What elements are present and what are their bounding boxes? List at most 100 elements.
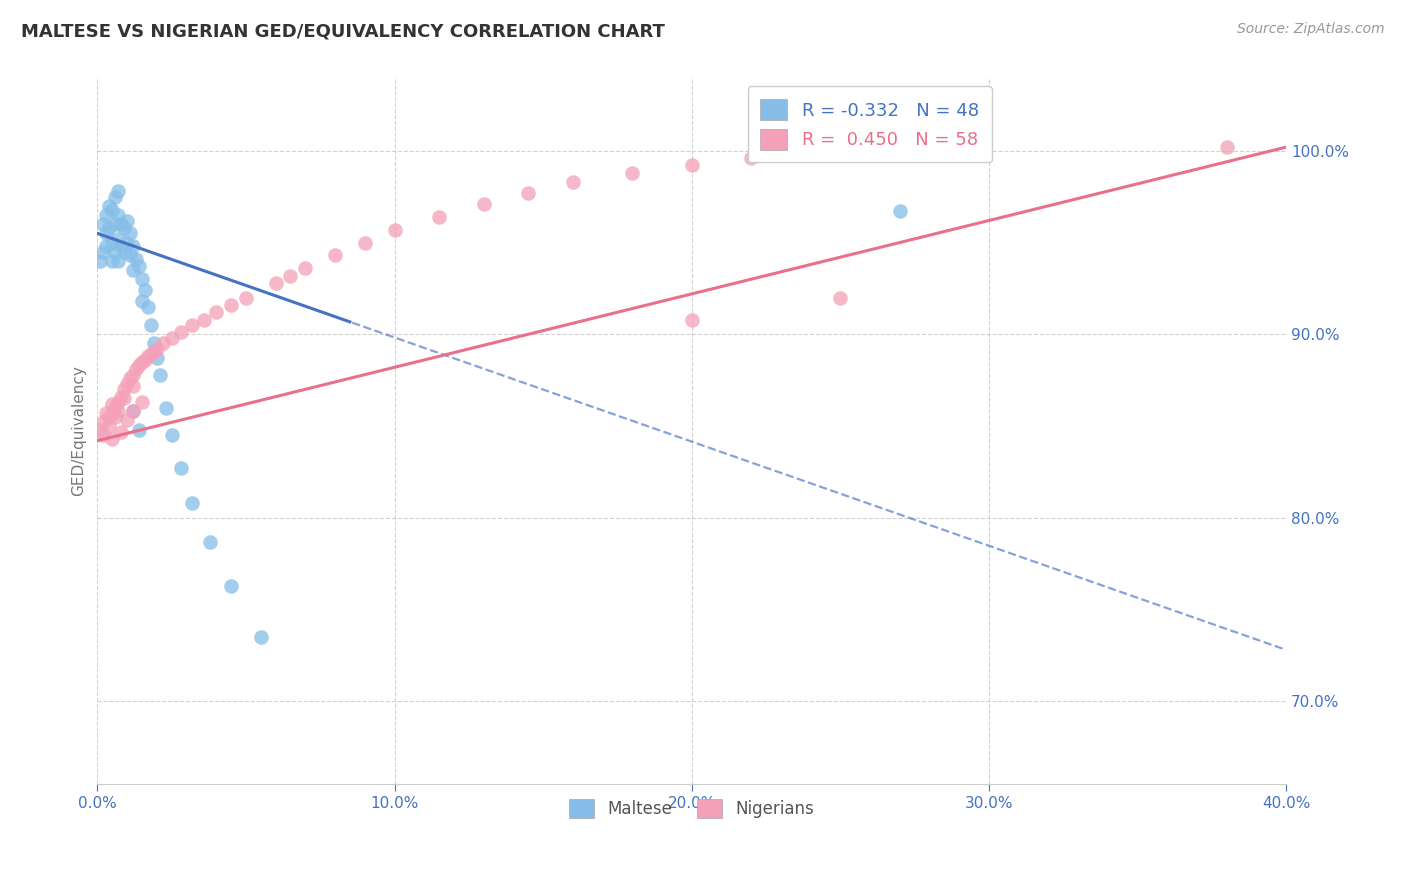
Point	[1215, 140, 1237, 154]
Point	[799, 147, 821, 161]
Point	[131, 355, 153, 369]
Point	[104, 401, 127, 415]
Point	[107, 232, 129, 246]
Point	[181, 318, 204, 332]
Point	[110, 239, 132, 253]
Point	[112, 244, 135, 259]
Point	[112, 392, 135, 406]
Point	[101, 432, 124, 446]
Point	[125, 252, 148, 266]
Point	[169, 461, 191, 475]
Point	[122, 263, 145, 277]
Point	[142, 343, 165, 358]
Point	[89, 253, 111, 268]
Point	[107, 208, 129, 222]
Point	[136, 300, 159, 314]
Point	[122, 404, 145, 418]
Point	[122, 239, 145, 253]
Point	[118, 371, 141, 385]
Point	[139, 347, 162, 361]
Point	[740, 151, 762, 165]
Point	[131, 294, 153, 309]
Point	[107, 404, 129, 418]
Point	[131, 272, 153, 286]
Point	[169, 326, 191, 340]
Point	[96, 406, 118, 420]
Point	[118, 248, 141, 262]
Point	[134, 283, 156, 297]
Point	[98, 409, 121, 424]
Point	[98, 199, 121, 213]
Point	[193, 312, 215, 326]
Point	[859, 145, 882, 160]
Point	[110, 217, 132, 231]
Point	[219, 298, 242, 312]
Point	[101, 235, 124, 250]
Point	[160, 331, 183, 345]
Point	[131, 395, 153, 409]
Point	[122, 368, 145, 382]
Point	[128, 260, 150, 274]
Point	[427, 210, 450, 224]
Point	[146, 342, 169, 356]
Point	[142, 336, 165, 351]
Legend: Maltese, Nigerians: Maltese, Nigerians	[562, 792, 821, 825]
Point	[249, 630, 271, 644]
Point	[122, 404, 145, 418]
Point	[115, 235, 138, 250]
Point	[115, 376, 138, 391]
Point	[110, 390, 132, 404]
Point	[112, 220, 135, 235]
Point	[264, 276, 287, 290]
Point	[98, 220, 121, 235]
Point	[830, 291, 852, 305]
Point	[181, 496, 204, 510]
Point	[104, 189, 127, 203]
Point	[115, 413, 138, 427]
Point	[219, 579, 242, 593]
Point	[200, 534, 222, 549]
Point	[125, 362, 148, 376]
Point	[561, 175, 583, 189]
Point	[681, 159, 703, 173]
Y-axis label: GED/Equivalency: GED/Equivalency	[72, 365, 86, 496]
Point	[235, 291, 257, 305]
Point	[353, 235, 375, 250]
Point	[96, 208, 118, 222]
Point	[889, 204, 911, 219]
Point	[160, 428, 183, 442]
Point	[323, 248, 346, 262]
Point	[139, 318, 162, 332]
Point	[98, 419, 121, 434]
Point	[280, 268, 302, 283]
Text: MALTESE VS NIGERIAN GED/EQUIVALENCY CORRELATION CHART: MALTESE VS NIGERIAN GED/EQUIVALENCY CORR…	[21, 22, 665, 40]
Point	[107, 253, 129, 268]
Point	[205, 305, 228, 319]
Point	[122, 378, 145, 392]
Point	[107, 184, 129, 198]
Text: Source: ZipAtlas.com: Source: ZipAtlas.com	[1237, 22, 1385, 37]
Point	[136, 349, 159, 363]
Point	[517, 186, 540, 200]
Point	[110, 425, 132, 439]
Point	[681, 312, 703, 326]
Point	[149, 368, 172, 382]
Point	[96, 239, 118, 253]
Point	[112, 382, 135, 396]
Point	[128, 423, 150, 437]
Point	[472, 197, 495, 211]
Point	[104, 244, 127, 259]
Point	[101, 397, 124, 411]
Point	[621, 166, 644, 180]
Point	[134, 353, 156, 368]
Point	[101, 253, 124, 268]
Point	[104, 217, 127, 231]
Point	[115, 213, 138, 227]
Point	[91, 428, 114, 442]
Point	[89, 423, 111, 437]
Point	[104, 409, 127, 424]
Point	[146, 351, 169, 365]
Point	[118, 227, 141, 241]
Point	[91, 244, 114, 259]
Point	[384, 223, 406, 237]
